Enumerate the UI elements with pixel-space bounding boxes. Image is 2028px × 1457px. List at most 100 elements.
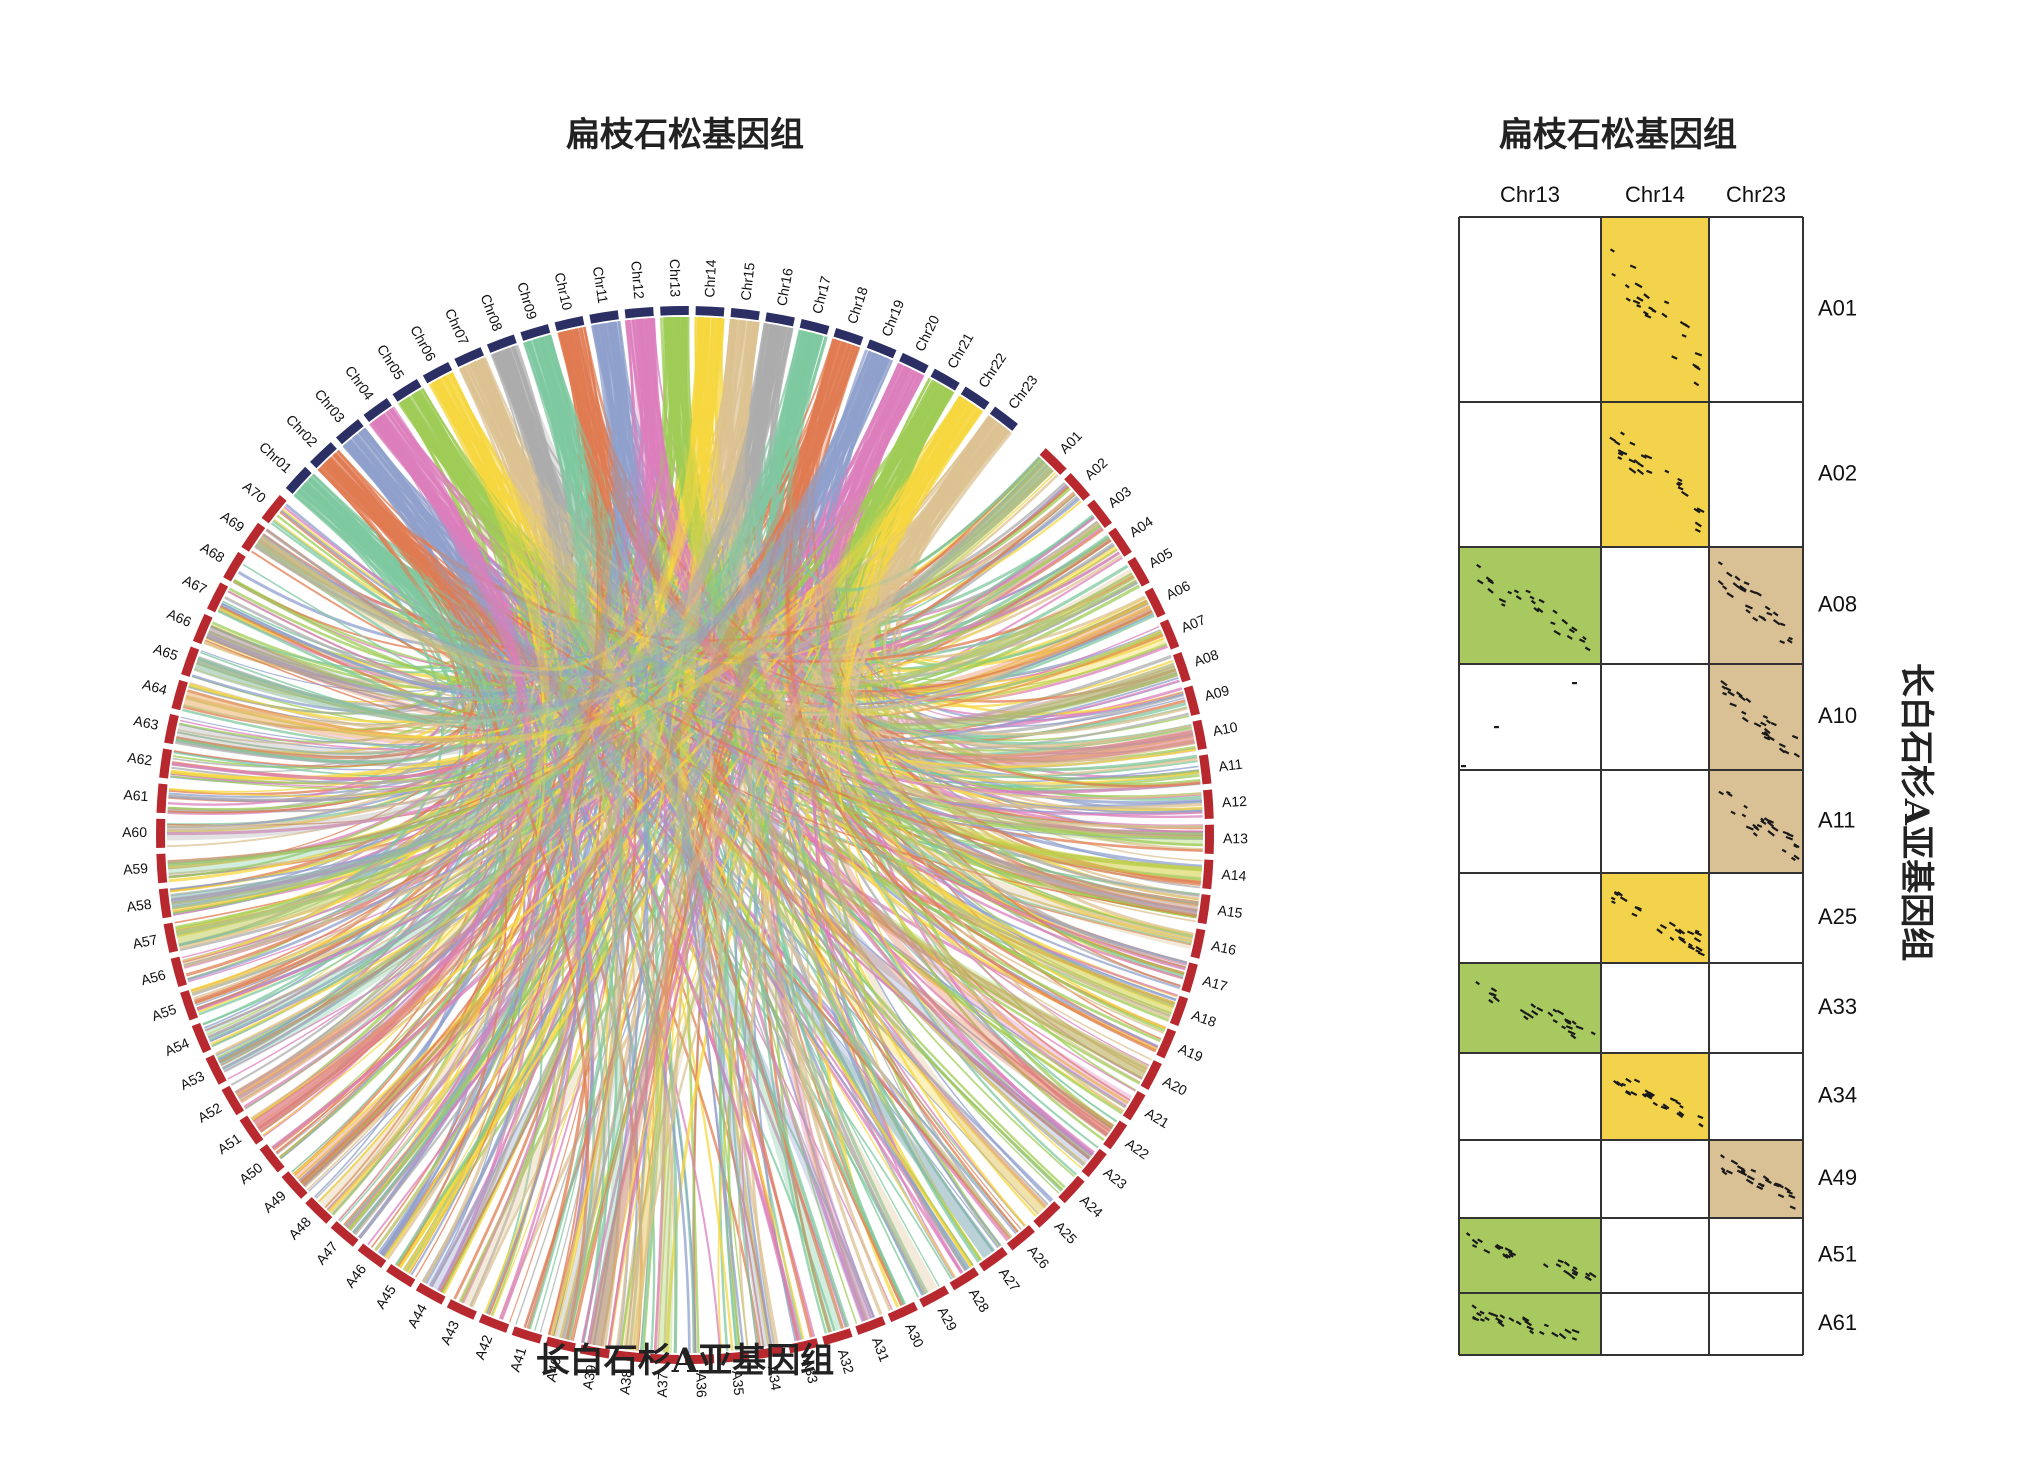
synteny-link (319, 465, 590, 1340)
top-chromosome-arc-chr09 (520, 324, 551, 341)
bottom-chromosome-label: A05 (1146, 544, 1176, 570)
bottom-chromosome-arc-a08 (1172, 652, 1191, 683)
bottom-chromosome-label: A13 (1223, 830, 1248, 846)
dotplot-dot (1461, 765, 1466, 768)
bottom-chromosome-arc-a52 (221, 1085, 245, 1116)
bottom-chromosome-label: A56 (139, 966, 167, 988)
synteny-link (348, 317, 672, 1231)
synteny-link (558, 332, 1019, 1233)
synteny-link (389, 408, 580, 1320)
bottom-chromosome-arc-a68 (223, 551, 246, 582)
bottom-chromosome-arc-a42 (478, 1313, 510, 1333)
synteny-ribbon (461, 358, 938, 1295)
synteny-ribbon (295, 476, 996, 1259)
bottom-chromosome-label: A28 (966, 1285, 993, 1315)
synteny-link (580, 367, 911, 1344)
dotplot-dot (1543, 1323, 1549, 1328)
dotplot-dot (1725, 790, 1731, 795)
synteny-link (242, 489, 517, 712)
dotplot-dot (1659, 923, 1667, 930)
dotplot-dot (1571, 1271, 1578, 1277)
dotplot-dot (1637, 462, 1644, 468)
bottom-chromosome-label: A50 (236, 1159, 266, 1187)
dotplot-dot (1694, 931, 1702, 937)
bottom-chromosome-arc-a65 (181, 646, 200, 677)
bottom-chromosome-label: A21 (1142, 1105, 1172, 1132)
dotplot-dot (1508, 1253, 1514, 1258)
dotplot-row-labels: A01 A02 A08 A10 A11 A25 A33 A34 A49 A51 A61 (1818, 295, 1857, 1335)
dotplot-dot (1791, 734, 1799, 740)
bottom-chromosome-label: A68 (198, 539, 228, 566)
dotplot-dot (1678, 937, 1687, 944)
dotplot-dot (1465, 1232, 1471, 1237)
dotplot-dot (1677, 486, 1684, 491)
synteny-link (171, 414, 522, 781)
dotplot-dot (1720, 679, 1728, 687)
dotplot-dot (1695, 945, 1703, 952)
synteny-ribbon (594, 321, 776, 1348)
dotplot-dot (1652, 1101, 1658, 1107)
dotplot-dot (1531, 1009, 1539, 1016)
dotplot-dot (1635, 906, 1642, 911)
bottom-chromosome-arc-a33 (788, 1338, 819, 1354)
dotplot-dot (1741, 813, 1747, 818)
dotplot-dot (1552, 1008, 1558, 1013)
synteny-link (176, 349, 552, 936)
bottom-chromosome-label: A38 (616, 1369, 635, 1396)
dotplot-dot (1575, 1025, 1584, 1031)
bottom-chromosome-arc-a20 (1140, 1060, 1162, 1091)
bottom-chromosome-label: A41 (507, 1345, 530, 1374)
dotplot-dot (1632, 299, 1641, 305)
synteny-link (210, 397, 965, 1046)
bottom-chromosome-label: A33 (800, 1357, 821, 1385)
bottom-chromosome-label: A14 (1221, 866, 1247, 884)
dotplot-dot (1764, 605, 1771, 611)
synteny-ribbon (193, 330, 824, 724)
bottom-chromosome-label: A30 (902, 1321, 927, 1350)
bottom-chromosome-arc-a48 (305, 1196, 333, 1224)
bottom-chromosome-label: A31 (869, 1335, 893, 1364)
synteny-link (473, 361, 579, 1315)
dotplot-dot (1564, 1019, 1571, 1025)
top-chromosome-label: Chr16 (773, 267, 796, 308)
dotplot-dot (1494, 1245, 1501, 1251)
dotplot-dot (1565, 1025, 1573, 1030)
bottom-chromosome-label: A58 (126, 896, 153, 915)
synteny-ribbon (319, 452, 1114, 1138)
dotplot-dot (1767, 735, 1775, 742)
dotplot-dot (1693, 937, 1702, 943)
dotplot-dot (1571, 1328, 1580, 1334)
top-chromosome-arc-chr04 (363, 398, 392, 423)
top-chromosome-label: Chr08 (478, 292, 506, 334)
bottom-chromosome-arc-a30 (887, 1301, 918, 1323)
synteny-link (185, 317, 716, 739)
dotplot-dot (1774, 1182, 1782, 1187)
synteny-link (607, 322, 1188, 965)
top-chromosome-arc-chr07 (454, 347, 485, 368)
top-chromosome-label: Chr01 (256, 439, 295, 477)
dotplot-dot (1698, 1123, 1704, 1128)
bottom-chromosome-arc-a29 (919, 1285, 950, 1308)
dotplot-dot (1513, 589, 1520, 594)
bottom-chromosome-arc-a04 (1108, 527, 1132, 557)
bottom-chromosome-label: A55 (150, 1001, 179, 1024)
top-chromosome-arc-chr05 (392, 378, 422, 402)
dotplot-dot (1679, 1104, 1684, 1109)
bottom-chromosome-label: A02 (1081, 454, 1110, 483)
dotplot-dot (1497, 1320, 1505, 1328)
dotplot-dot (1538, 598, 1545, 604)
top-chromosome-label: Chr21 (944, 330, 977, 371)
bottom-chromosome-arc-a34 (754, 1345, 785, 1360)
dotplot-dot (1620, 431, 1625, 436)
bottom-chromosome-arc-a27 (978, 1247, 1008, 1272)
dotplot-dot (1753, 722, 1762, 728)
synteny-link (571, 329, 1201, 788)
bottom-chromosome-arc-a54 (191, 1022, 212, 1054)
top-chromosome-label: Chr15 (737, 261, 757, 301)
bottom-chromosome-label: A25 (1051, 1218, 1080, 1247)
synteny-link (548, 328, 637, 1336)
dotplot-dot (1756, 823, 1763, 828)
bottom-chromosome-label: A35 (729, 1370, 747, 1397)
bottom-chromosome-label: A43 (437, 1318, 462, 1348)
bottom-chromosome-label: A51 (214, 1130, 244, 1157)
